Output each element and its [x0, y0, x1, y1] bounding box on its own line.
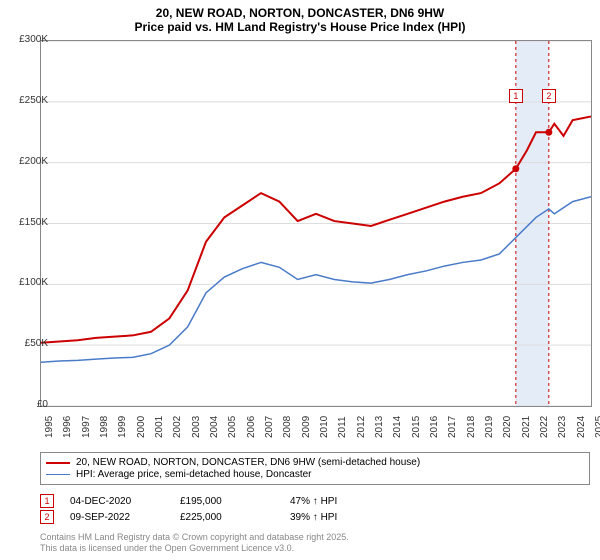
legend-label: 20, NEW ROAD, NORTON, DONCASTER, DN6 9HW…: [76, 457, 420, 468]
x-axis-label: 2015: [411, 416, 422, 438]
callout-row: 1 04-DEC-2020£195,00047% ↑ HPI: [40, 494, 337, 508]
x-axis-label: 2024: [576, 416, 587, 438]
x-axis-label: 2019: [484, 416, 495, 438]
callout-change: 39% ↑ HPI: [290, 512, 337, 523]
chart-callout-marker: 1: [509, 89, 523, 103]
y-axis-label: £200K: [8, 156, 48, 167]
x-axis-label: 2010: [319, 416, 330, 438]
y-axis-label: £300K: [8, 34, 48, 45]
x-axis-label: 2002: [172, 416, 183, 438]
x-axis-label: 2006: [246, 416, 257, 438]
footer: Contains HM Land Registry data © Crown c…: [40, 532, 349, 554]
x-axis-label: 2022: [539, 416, 550, 438]
callout-marker: 2: [40, 510, 54, 524]
x-axis-label: 1996: [62, 416, 73, 438]
x-axis-label: 2007: [264, 416, 275, 438]
x-axis-label: 1998: [99, 416, 110, 438]
legend: 20, NEW ROAD, NORTON, DONCASTER, DN6 9HW…: [40, 452, 590, 485]
x-axis-label: 2003: [191, 416, 202, 438]
callout-date: 04-DEC-2020: [70, 496, 180, 507]
x-axis-label: 2016: [429, 416, 440, 438]
callout-price: £195,000: [180, 496, 290, 507]
x-axis-label: 2004: [209, 416, 220, 438]
callout-marker: 1: [40, 494, 54, 508]
x-axis-label: 2023: [557, 416, 568, 438]
x-axis-label: 2011: [337, 416, 348, 438]
x-axis-label: 2025: [594, 416, 600, 438]
chart-plot-area: 12: [40, 40, 592, 407]
y-axis-label: £150K: [8, 217, 48, 228]
x-axis-label: 2018: [466, 416, 477, 438]
chart-callout-marker: 2: [542, 89, 556, 103]
callout-date: 09-SEP-2022: [70, 512, 180, 523]
x-axis-label: 1995: [44, 416, 55, 438]
x-axis-label: 2001: [154, 416, 165, 438]
y-axis-label: £50K: [8, 338, 48, 349]
chart-subtitle: Price paid vs. HM Land Registry's House …: [0, 20, 600, 34]
chart-title: 20, NEW ROAD, NORTON, DONCASTER, DN6 9HW: [0, 0, 600, 20]
x-axis-label: 2009: [301, 416, 312, 438]
legend-item: HPI: Average price, semi-detached house,…: [46, 469, 584, 480]
legend-label: HPI: Average price, semi-detached house,…: [76, 469, 312, 480]
x-axis-label: 2005: [227, 416, 238, 438]
x-axis-label: 2014: [392, 416, 403, 438]
x-axis-label: 2020: [502, 416, 513, 438]
x-axis-label: 1999: [117, 416, 128, 438]
x-axis-label: 2013: [374, 416, 385, 438]
callout-price: £225,000: [180, 512, 290, 523]
y-axis-label: £0: [8, 399, 48, 410]
callouts: 1 04-DEC-2020£195,00047% ↑ HPI 2 09-SEP-202…: [40, 492, 337, 526]
footer-line1: Contains HM Land Registry data © Crown c…: [40, 532, 349, 543]
y-axis-label: £250K: [8, 95, 48, 106]
legend-item: 20, NEW ROAD, NORTON, DONCASTER, DN6 9HW…: [46, 457, 584, 468]
x-axis-label: 1997: [81, 416, 92, 438]
x-axis-label: 2008: [282, 416, 293, 438]
callout-change: 47% ↑ HPI: [290, 496, 337, 507]
x-axis-label: 2021: [521, 416, 532, 438]
x-axis-label: 2017: [447, 416, 458, 438]
x-axis-label: 2012: [356, 416, 367, 438]
footer-line2: This data is licensed under the Open Gov…: [40, 543, 349, 554]
x-axis-label: 2000: [136, 416, 147, 438]
callout-row: 2 09-SEP-2022£225,00039% ↑ HPI: [40, 510, 337, 524]
y-axis-label: £100K: [8, 277, 48, 288]
